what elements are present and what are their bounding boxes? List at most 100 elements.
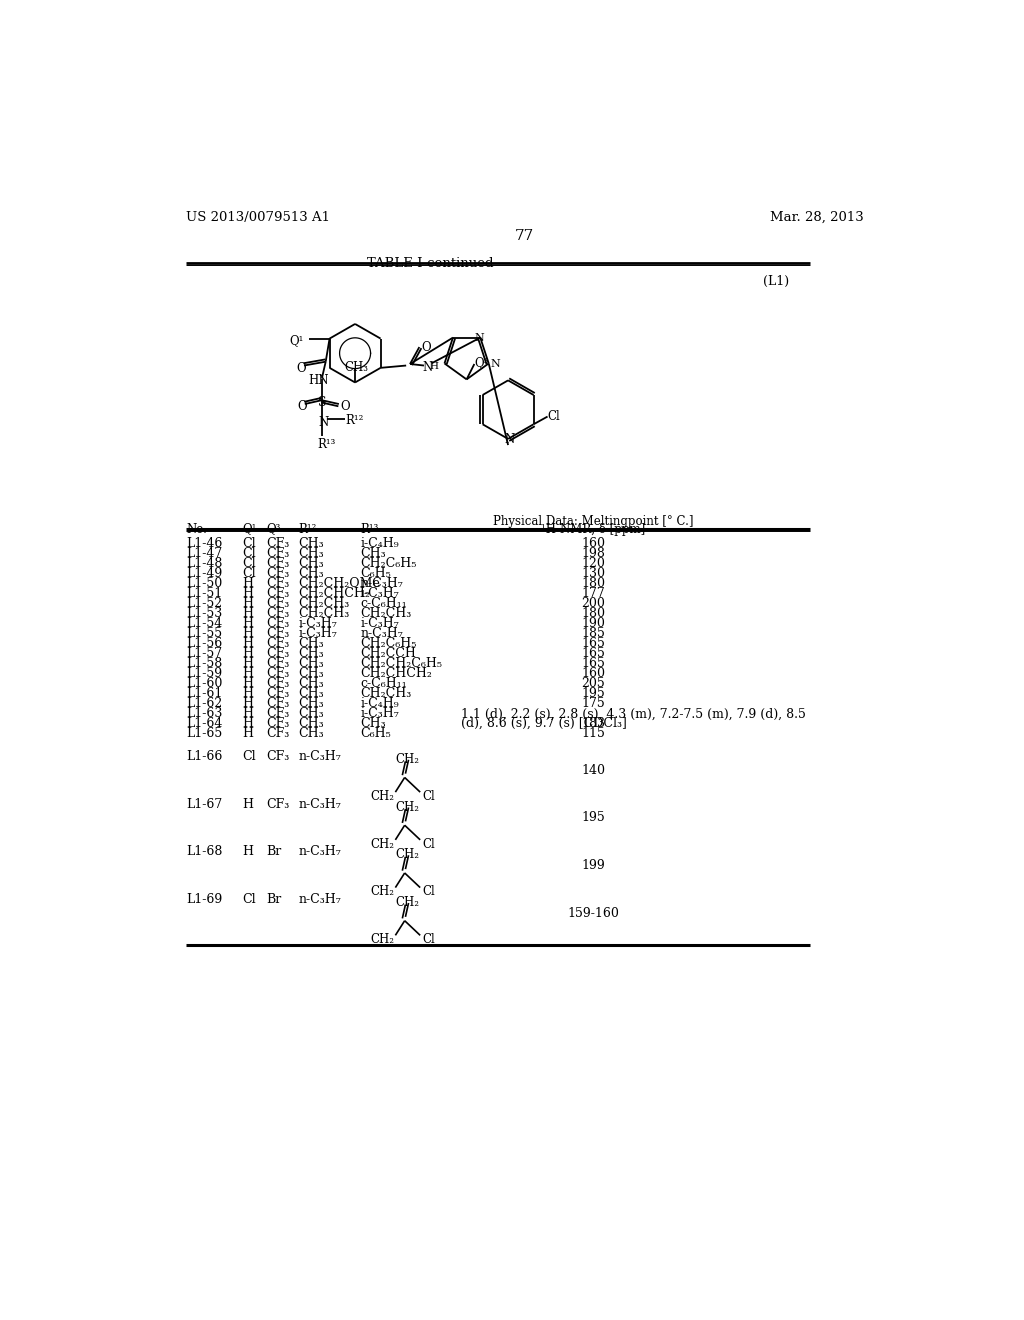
- Text: Q³: Q³: [266, 523, 281, 536]
- Text: Cl: Cl: [243, 568, 256, 581]
- Text: Q³: Q³: [474, 356, 488, 370]
- Text: H: H: [243, 577, 254, 590]
- Text: c-C₆H₁₁: c-C₆H₁₁: [360, 677, 408, 690]
- Text: 195: 195: [582, 812, 605, 825]
- Text: 120: 120: [581, 557, 605, 570]
- Text: CF₃: CF₃: [266, 647, 289, 660]
- Text: CF₃: CF₃: [266, 568, 289, 581]
- Text: Cl: Cl: [423, 886, 435, 899]
- Text: CF₃: CF₃: [266, 668, 289, 680]
- Text: R¹³: R¹³: [317, 438, 336, 451]
- Text: L1-65: L1-65: [186, 727, 222, 741]
- Text: i-C₃H₇: i-C₃H₇: [360, 708, 399, 721]
- Text: L1-68: L1-68: [186, 845, 222, 858]
- Text: CH₂C₆H₅: CH₂C₆H₅: [360, 557, 417, 570]
- Text: H: H: [243, 797, 254, 810]
- Text: 183: 183: [581, 718, 605, 730]
- Text: CH₃: CH₃: [299, 548, 325, 560]
- Text: N: N: [317, 416, 329, 429]
- Text: H: H: [243, 638, 254, 651]
- Text: Br: Br: [266, 845, 282, 858]
- Text: H: H: [243, 677, 254, 690]
- Text: 165: 165: [581, 657, 605, 671]
- Text: CH₂CH₂OMe: CH₂CH₂OMe: [299, 577, 380, 590]
- Text: H: H: [243, 727, 254, 741]
- Text: 77: 77: [515, 230, 535, 243]
- Text: 160: 160: [581, 537, 605, 550]
- Text: L1-46: L1-46: [186, 537, 222, 550]
- Text: H: H: [243, 587, 254, 601]
- Text: CH₂: CH₂: [395, 800, 420, 813]
- Text: H: H: [243, 627, 254, 640]
- Text: CH₃: CH₃: [299, 537, 325, 550]
- Text: 1.1 (d), 2.2 (s), 2.8 (s), 4.3 (m), 7.2-7.5 (m), 7.9 (d), 8.5: 1.1 (d), 2.2 (s), 2.8 (s), 4.3 (m), 7.2-…: [461, 708, 806, 721]
- Text: CH₃: CH₃: [299, 708, 325, 721]
- Text: L1-61: L1-61: [186, 688, 222, 701]
- Text: Physical Data: Meltingpoint [° C.]: Physical Data: Meltingpoint [° C.]: [493, 515, 693, 528]
- Text: H: H: [243, 845, 254, 858]
- Text: CH₃: CH₃: [299, 697, 325, 710]
- Text: CH₂: CH₂: [395, 752, 420, 766]
- Text: Cl: Cl: [423, 933, 435, 946]
- Text: 180: 180: [581, 607, 605, 620]
- Text: i-C₄H₉: i-C₄H₉: [360, 697, 399, 710]
- Text: Mar. 28, 2013: Mar. 28, 2013: [770, 211, 863, 224]
- Text: CF₃: CF₃: [266, 627, 289, 640]
- Text: CH₃: CH₃: [299, 677, 325, 690]
- Text: No.: No.: [186, 523, 207, 536]
- Text: 140: 140: [581, 763, 605, 776]
- Text: CF₃: CF₃: [266, 708, 289, 721]
- Text: CH₂: CH₂: [371, 933, 394, 946]
- Text: i-C₄H₉: i-C₄H₉: [360, 537, 399, 550]
- Text: 185: 185: [581, 627, 605, 640]
- Text: TABLE I-continued: TABLE I-continued: [367, 257, 494, 271]
- Text: H: H: [243, 718, 254, 730]
- Text: H: H: [243, 647, 254, 660]
- Text: CH₃: CH₃: [299, 568, 325, 581]
- Text: 165: 165: [581, 647, 605, 660]
- Text: CH₂: CH₂: [371, 886, 394, 899]
- Text: i-C₃H₇: i-C₃H₇: [360, 587, 399, 601]
- Text: CH₃: CH₃: [299, 727, 325, 741]
- Text: CH₂: CH₂: [371, 789, 394, 803]
- Text: R¹²: R¹²: [299, 523, 316, 536]
- Text: L1-69: L1-69: [186, 892, 222, 906]
- Text: n-C₃H₇: n-C₃H₇: [299, 892, 341, 906]
- Text: CH₂C₆H₅: CH₂C₆H₅: [360, 638, 417, 651]
- Text: O: O: [421, 341, 430, 354]
- Text: CH₂CH₃: CH₂CH₃: [299, 607, 350, 620]
- Text: (d), 8.6 (s), 9.7 (s) [CDCl₃]: (d), 8.6 (s), 9.7 (s) [CDCl₃]: [461, 717, 627, 730]
- Text: CH₃: CH₃: [299, 668, 325, 680]
- Text: 130: 130: [581, 568, 605, 581]
- Text: H: H: [243, 657, 254, 671]
- Text: L1-66: L1-66: [186, 750, 222, 763]
- Text: CF₃: CF₃: [266, 548, 289, 560]
- Text: c-C₆H₁₁: c-C₆H₁₁: [360, 598, 408, 610]
- Text: O: O: [296, 362, 306, 375]
- Text: Cl: Cl: [243, 557, 256, 570]
- Text: CF₃: CF₃: [266, 688, 289, 701]
- Text: CH₂CH₃: CH₂CH₃: [360, 688, 412, 701]
- Text: L1-56: L1-56: [186, 638, 222, 651]
- Text: H: H: [243, 618, 254, 631]
- Text: CH₂: CH₂: [371, 838, 394, 850]
- Text: O: O: [297, 400, 306, 413]
- Text: L1-67: L1-67: [186, 797, 222, 810]
- Text: H: H: [243, 607, 254, 620]
- Text: CF₃: CF₃: [266, 587, 289, 601]
- Text: L1-54: L1-54: [186, 618, 222, 631]
- Text: Cl: Cl: [423, 789, 435, 803]
- Text: 198: 198: [581, 548, 605, 560]
- Text: i-C₃H₇: i-C₃H₇: [360, 618, 399, 631]
- Text: CH₃: CH₃: [299, 638, 325, 651]
- Text: CF₃: CF₃: [266, 537, 289, 550]
- Text: R¹³: R¹³: [360, 523, 379, 536]
- Text: CF₃: CF₃: [266, 750, 289, 763]
- Text: Cl: Cl: [423, 838, 435, 850]
- Text: 205: 205: [582, 677, 605, 690]
- Text: US 2013/0079513 A1: US 2013/0079513 A1: [186, 211, 330, 224]
- Text: C₆H₅: C₆H₅: [360, 727, 391, 741]
- Text: CF₃: CF₃: [266, 797, 289, 810]
- Text: (L1): (L1): [764, 276, 790, 289]
- Text: L1-58: L1-58: [186, 657, 222, 671]
